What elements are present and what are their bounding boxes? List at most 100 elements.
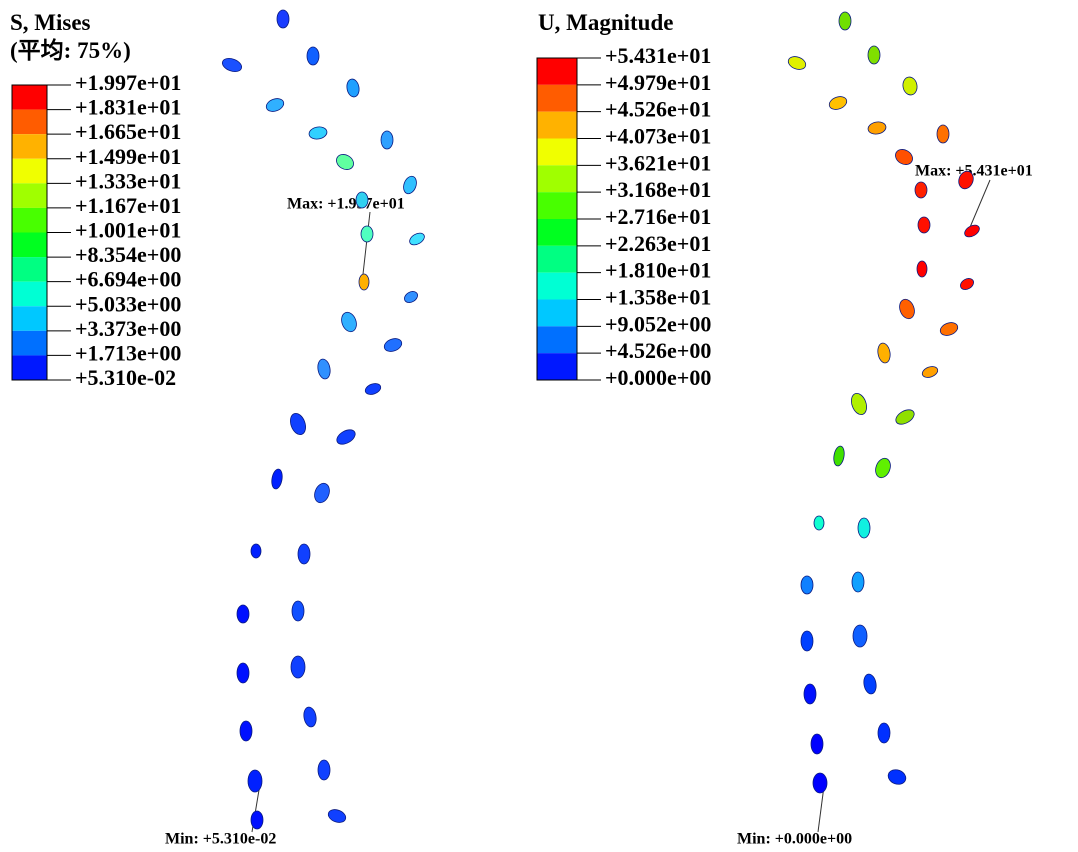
- element: [813, 773, 827, 793]
- element: [921, 365, 939, 380]
- element: [298, 544, 310, 564]
- element: [402, 289, 419, 305]
- element: [308, 126, 328, 141]
- element: [288, 411, 309, 436]
- legend-band: [537, 85, 577, 112]
- legend-label: +3.621e+01: [605, 150, 711, 175]
- panel-subtitle: (平均: 75%): [10, 37, 131, 63]
- element: [346, 78, 361, 98]
- legend-band: [12, 85, 47, 110]
- element: [839, 12, 851, 30]
- element: [897, 297, 917, 321]
- element: [221, 56, 244, 74]
- legend-band: [12, 134, 47, 159]
- legend-band: [537, 273, 577, 300]
- min-label: Min: +0.000e+00: [737, 831, 852, 848]
- legend-label: +1.499e+01: [75, 144, 181, 169]
- element: [878, 723, 890, 743]
- element: [240, 721, 252, 741]
- legend-band: [537, 219, 577, 246]
- element: [251, 811, 263, 829]
- element: [364, 382, 382, 397]
- element: [359, 274, 369, 290]
- legend-band: [12, 159, 47, 184]
- element: [873, 456, 893, 480]
- element: [853, 625, 867, 647]
- element: [876, 342, 891, 364]
- legend-band: [12, 110, 47, 135]
- element: [902, 76, 919, 96]
- legend-band: [12, 233, 47, 258]
- element: [318, 760, 330, 780]
- element: [867, 121, 887, 136]
- legend-band: [537, 139, 577, 166]
- legend-label: +1.831e+01: [75, 95, 181, 120]
- legend-label: +1.167e+01: [75, 193, 181, 218]
- legend-band: [12, 331, 47, 356]
- legend-band: [12, 183, 47, 208]
- element: [339, 310, 359, 334]
- element: [886, 767, 908, 786]
- element: [938, 320, 959, 337]
- legend-label: +2.716e+01: [605, 204, 711, 229]
- legend-label: +6.694e+00: [75, 267, 181, 292]
- legend-label: +3.373e+00: [75, 316, 181, 341]
- element: [832, 445, 845, 466]
- element: [918, 217, 930, 233]
- legend-label: +1.358e+01: [605, 285, 711, 310]
- element: [312, 481, 332, 505]
- element: [893, 407, 916, 427]
- element: [264, 96, 285, 113]
- legend-label: +3.168e+01: [605, 177, 711, 202]
- element: [334, 427, 357, 447]
- element: [801, 576, 813, 594]
- element: [827, 94, 848, 111]
- legend-band: [537, 112, 577, 139]
- panel-title: S, Mises: [10, 10, 91, 35]
- element: [917, 261, 927, 277]
- element: [251, 544, 261, 558]
- viewport: S, Mises (平均: 75%) U, Magnitude Max: +1.…: [0, 0, 1078, 852]
- legend-label: +5.310e-02: [75, 365, 176, 390]
- element: [292, 601, 304, 621]
- legend-band: [537, 326, 577, 353]
- element: [302, 706, 317, 728]
- legend-label: +4.979e+01: [605, 70, 711, 95]
- element: [316, 358, 331, 380]
- element: [801, 631, 813, 651]
- element: [786, 54, 807, 71]
- min-label: Min: +5.310e-02: [165, 831, 276, 848]
- legend-label: +1.713e+00: [75, 340, 181, 365]
- legend-label: +5.033e+00: [75, 291, 181, 316]
- element: [237, 605, 249, 623]
- element: [858, 518, 870, 538]
- element: [356, 192, 368, 208]
- element: [811, 734, 823, 754]
- max-label: Max: +1.997e+01: [287, 196, 405, 213]
- element: [963, 223, 982, 240]
- element: [862, 673, 877, 695]
- legend-label: +4.526e+01: [605, 97, 711, 122]
- legend-label: +1.333e+01: [75, 168, 181, 193]
- max-label: Max: +5.431e+01: [915, 163, 1033, 180]
- legend-band: [537, 300, 577, 327]
- element: [361, 226, 373, 242]
- legend-band: [537, 58, 577, 85]
- element: [334, 151, 357, 172]
- legend-label: +9.052e+00: [605, 311, 711, 336]
- element: [291, 656, 305, 678]
- panel-title: U, Magnitude: [538, 10, 673, 35]
- legend-band: [537, 192, 577, 219]
- element: [814, 516, 824, 530]
- legend-band: [12, 282, 47, 307]
- element: [248, 770, 262, 792]
- element: [852, 572, 864, 592]
- legend-band: [537, 353, 577, 380]
- leader-line: [362, 212, 370, 283]
- element: [381, 131, 393, 149]
- element: [893, 146, 916, 167]
- element: [401, 174, 418, 195]
- legend-label: +1.665e+01: [75, 119, 181, 144]
- legend-label: +0.000e+00: [605, 365, 711, 390]
- element: [915, 182, 927, 198]
